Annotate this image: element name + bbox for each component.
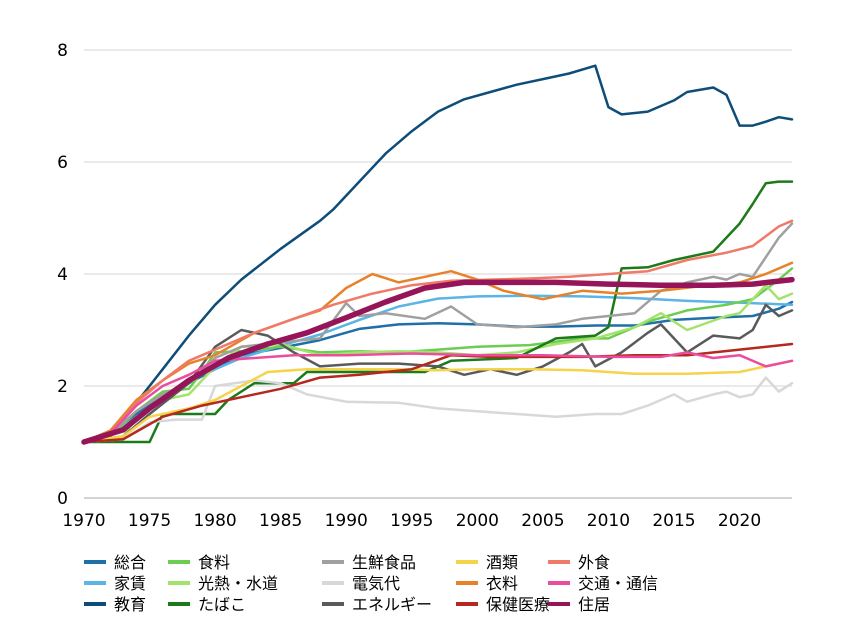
- legend-label: 酒類: [486, 553, 518, 572]
- y-tick-label: 4: [57, 265, 68, 285]
- x-tick-label: 2015: [652, 511, 695, 531]
- series-line-2: [82, 64, 794, 444]
- legend-label: 住居: [578, 595, 610, 614]
- grid-lines: [84, 49, 792, 387]
- series-line-5: [82, 180, 794, 444]
- legend-label: 教育: [114, 595, 146, 614]
- series-lines: [81, 64, 795, 445]
- series-line-0: [82, 300, 794, 444]
- y-tick-label: 2: [57, 377, 68, 397]
- legend-label: 保健医療: [486, 595, 550, 614]
- x-tick-label: 2000: [456, 511, 499, 531]
- x-tick-label: 1980: [193, 511, 236, 531]
- x-tick-label: 1975: [128, 511, 171, 531]
- legend-label: 食料: [198, 553, 230, 572]
- series-line-13: [82, 351, 794, 444]
- legend-label: 衣料: [486, 574, 518, 593]
- y-tick-label: 8: [57, 41, 68, 61]
- legend-label: 光熱・水道: [198, 574, 278, 593]
- legend-label: 外食: [578, 553, 610, 572]
- x-tick-label: 1970: [62, 511, 105, 531]
- legend-label: たばこ: [198, 595, 246, 614]
- x-tick-label: 1990: [325, 511, 368, 531]
- legend-label: 交通・通信: [578, 574, 658, 593]
- x-tick-label: 2005: [521, 511, 564, 531]
- series-line-12: [82, 219, 794, 444]
- axes: 0 2 4 6 8 1970 1975 1980 1985 1990 1995 2000 2005 201…: [57, 41, 792, 531]
- legend-label: 総合: [114, 553, 146, 572]
- series-line-7: [82, 376, 794, 444]
- legend-label: 電気代: [352, 574, 400, 593]
- x-tick-label: 2020: [718, 511, 761, 531]
- series-line-11: [82, 342, 794, 444]
- x-tick-label: 1995: [390, 511, 433, 531]
- series-line-10: [82, 261, 794, 444]
- y-tick-label: 0: [57, 489, 68, 509]
- legend-label: 家賃: [114, 574, 146, 593]
- legend-label: 生鮮食品: [352, 553, 416, 572]
- x-tick-label: 2010: [587, 511, 630, 531]
- legend-label: エネルギー: [352, 595, 432, 614]
- series-line-8: [82, 303, 794, 444]
- series-line-14: [81, 276, 795, 445]
- x-tick-label: 1985: [259, 511, 302, 531]
- y-tick-label: 6: [57, 153, 68, 173]
